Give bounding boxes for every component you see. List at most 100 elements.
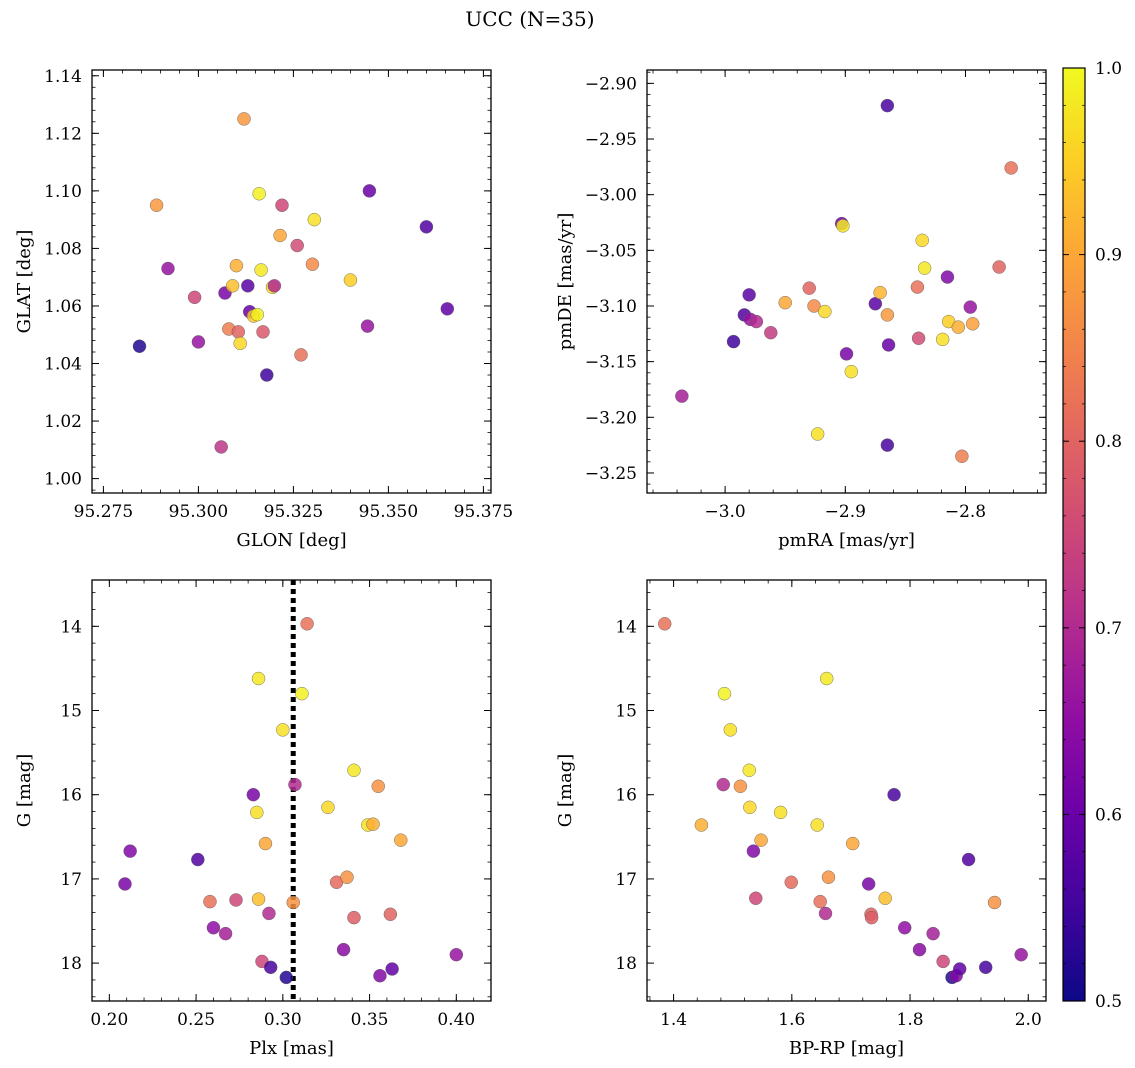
data-point bbox=[810, 427, 825, 441]
data-point bbox=[218, 926, 233, 941]
x-tick-label: 0.20 bbox=[90, 1010, 128, 1030]
data-point bbox=[754, 833, 768, 847]
colorbar-tick-label: 1.0 bbox=[1095, 59, 1122, 79]
data-point bbox=[383, 907, 398, 921]
y-tick-label: 14 bbox=[615, 617, 637, 637]
data-point bbox=[784, 875, 798, 889]
scatter-panels: 95.275 95.300 95.325 95.350 95.375 1.00 1.02 1.… bbox=[14, 67, 1047, 1059]
x-tick-label: 95.275 bbox=[74, 502, 133, 522]
data-point bbox=[225, 279, 240, 293]
data-point bbox=[658, 617, 672, 631]
data-point bbox=[260, 368, 274, 382]
data-point bbox=[861, 877, 876, 891]
axes-frame bbox=[91, 69, 492, 494]
data-point bbox=[880, 98, 895, 113]
data-point bbox=[839, 347, 854, 361]
y-axis-label: G [mag] bbox=[555, 754, 576, 827]
x-tick-label: −2.8 bbox=[945, 502, 986, 522]
data-point bbox=[263, 960, 278, 975]
x-tick-label: −2.9 bbox=[825, 502, 866, 522]
data-point bbox=[818, 304, 832, 319]
data-point bbox=[926, 926, 940, 941]
data-point bbox=[252, 187, 266, 201]
data-point bbox=[987, 895, 1002, 910]
x-tick-label: 0.35 bbox=[351, 1010, 389, 1030]
data-point bbox=[778, 295, 792, 310]
panel-glon-glat: 95.275 95.300 95.325 95.350 95.375 1.00 1.02 1.… bbox=[14, 67, 513, 551]
data-point bbox=[749, 314, 764, 329]
data-point bbox=[254, 263, 268, 277]
data-point bbox=[366, 817, 380, 831]
x-tick-label: 2.0 bbox=[1015, 1010, 1042, 1030]
y-tick-label: −3.25 bbox=[585, 464, 637, 484]
y-tick-label: 18 bbox=[615, 954, 637, 974]
x-tick-label: 95.375 bbox=[454, 502, 513, 522]
data-point bbox=[246, 788, 261, 802]
x-tick-label: 0.40 bbox=[437, 1010, 475, 1030]
x-axis-label: pmRA [mas/yr] bbox=[778, 530, 915, 551]
data-point bbox=[844, 364, 859, 379]
data-point bbox=[347, 763, 361, 777]
y-tick-label: 1.10 bbox=[44, 182, 82, 202]
y-tick-label: 17 bbox=[60, 870, 82, 890]
colorbar-tick-label: 0.8 bbox=[1095, 432, 1122, 452]
x-tick-label: 95.325 bbox=[264, 502, 323, 522]
data-point bbox=[267, 279, 282, 293]
data-point bbox=[1014, 947, 1028, 962]
y-axis-label: GLAT [deg] bbox=[14, 230, 35, 334]
x-tick-label: 0.30 bbox=[264, 1010, 302, 1030]
panel-pmra-pmde: −3.0 −2.9 −2.8 −3.25 −3.20 −3.15 −3.10 −3.05 −3.… bbox=[555, 69, 1047, 551]
y-tick-label: 1.08 bbox=[44, 239, 82, 259]
data-point bbox=[362, 184, 377, 198]
data-point bbox=[336, 942, 351, 957]
data-point bbox=[258, 836, 273, 851]
data-point bbox=[340, 870, 354, 884]
data-point bbox=[118, 877, 132, 891]
data-point bbox=[952, 962, 967, 976]
data-point bbox=[250, 805, 264, 820]
data-point bbox=[810, 818, 824, 832]
colorbar-tick-label: 0.7 bbox=[1095, 619, 1122, 639]
data-point bbox=[764, 326, 778, 340]
y-tick-label: 1.12 bbox=[44, 124, 82, 144]
x-axis-label: Plx [mas] bbox=[249, 1038, 334, 1059]
data-point bbox=[716, 777, 730, 792]
data-point bbox=[161, 261, 175, 276]
colorbar: 0.5 0.6 0.7 0.8 0.9 1.0 bbox=[1062, 59, 1122, 1012]
data-point bbox=[233, 336, 247, 351]
data-point bbox=[961, 852, 976, 867]
data-point bbox=[887, 788, 901, 802]
data-point bbox=[723, 723, 738, 737]
data-point bbox=[742, 288, 756, 302]
data-point bbox=[1004, 161, 1018, 175]
data-point bbox=[940, 270, 955, 284]
data-point bbox=[878, 891, 892, 905]
y-tick-label: 1.14 bbox=[44, 67, 82, 87]
y-tick-label: 18 bbox=[60, 954, 82, 974]
y-tick-label: −3.15 bbox=[585, 353, 637, 373]
data-point bbox=[864, 910, 879, 925]
x-tick-label: 1.8 bbox=[897, 1010, 924, 1030]
y-tick-label: −2.95 bbox=[585, 130, 637, 150]
axes-frame bbox=[91, 579, 492, 1002]
y-tick-label: 17 bbox=[615, 870, 637, 890]
data-point bbox=[307, 212, 321, 227]
data-point bbox=[992, 260, 1006, 274]
data-point bbox=[256, 325, 270, 339]
data-point bbox=[733, 779, 748, 793]
data-point bbox=[371, 779, 385, 793]
data-point bbox=[880, 308, 895, 322]
data-point bbox=[880, 438, 895, 452]
data-point bbox=[955, 449, 969, 463]
data-point bbox=[206, 921, 221, 935]
data-point bbox=[951, 320, 965, 334]
data-point bbox=[305, 257, 320, 271]
y-tick-label: 1.06 bbox=[44, 297, 82, 317]
data-point bbox=[187, 290, 202, 305]
data-point bbox=[229, 258, 244, 273]
data-point bbox=[836, 219, 850, 233]
data-point bbox=[802, 281, 816, 295]
data-point bbox=[717, 686, 732, 701]
data-point bbox=[149, 198, 164, 212]
